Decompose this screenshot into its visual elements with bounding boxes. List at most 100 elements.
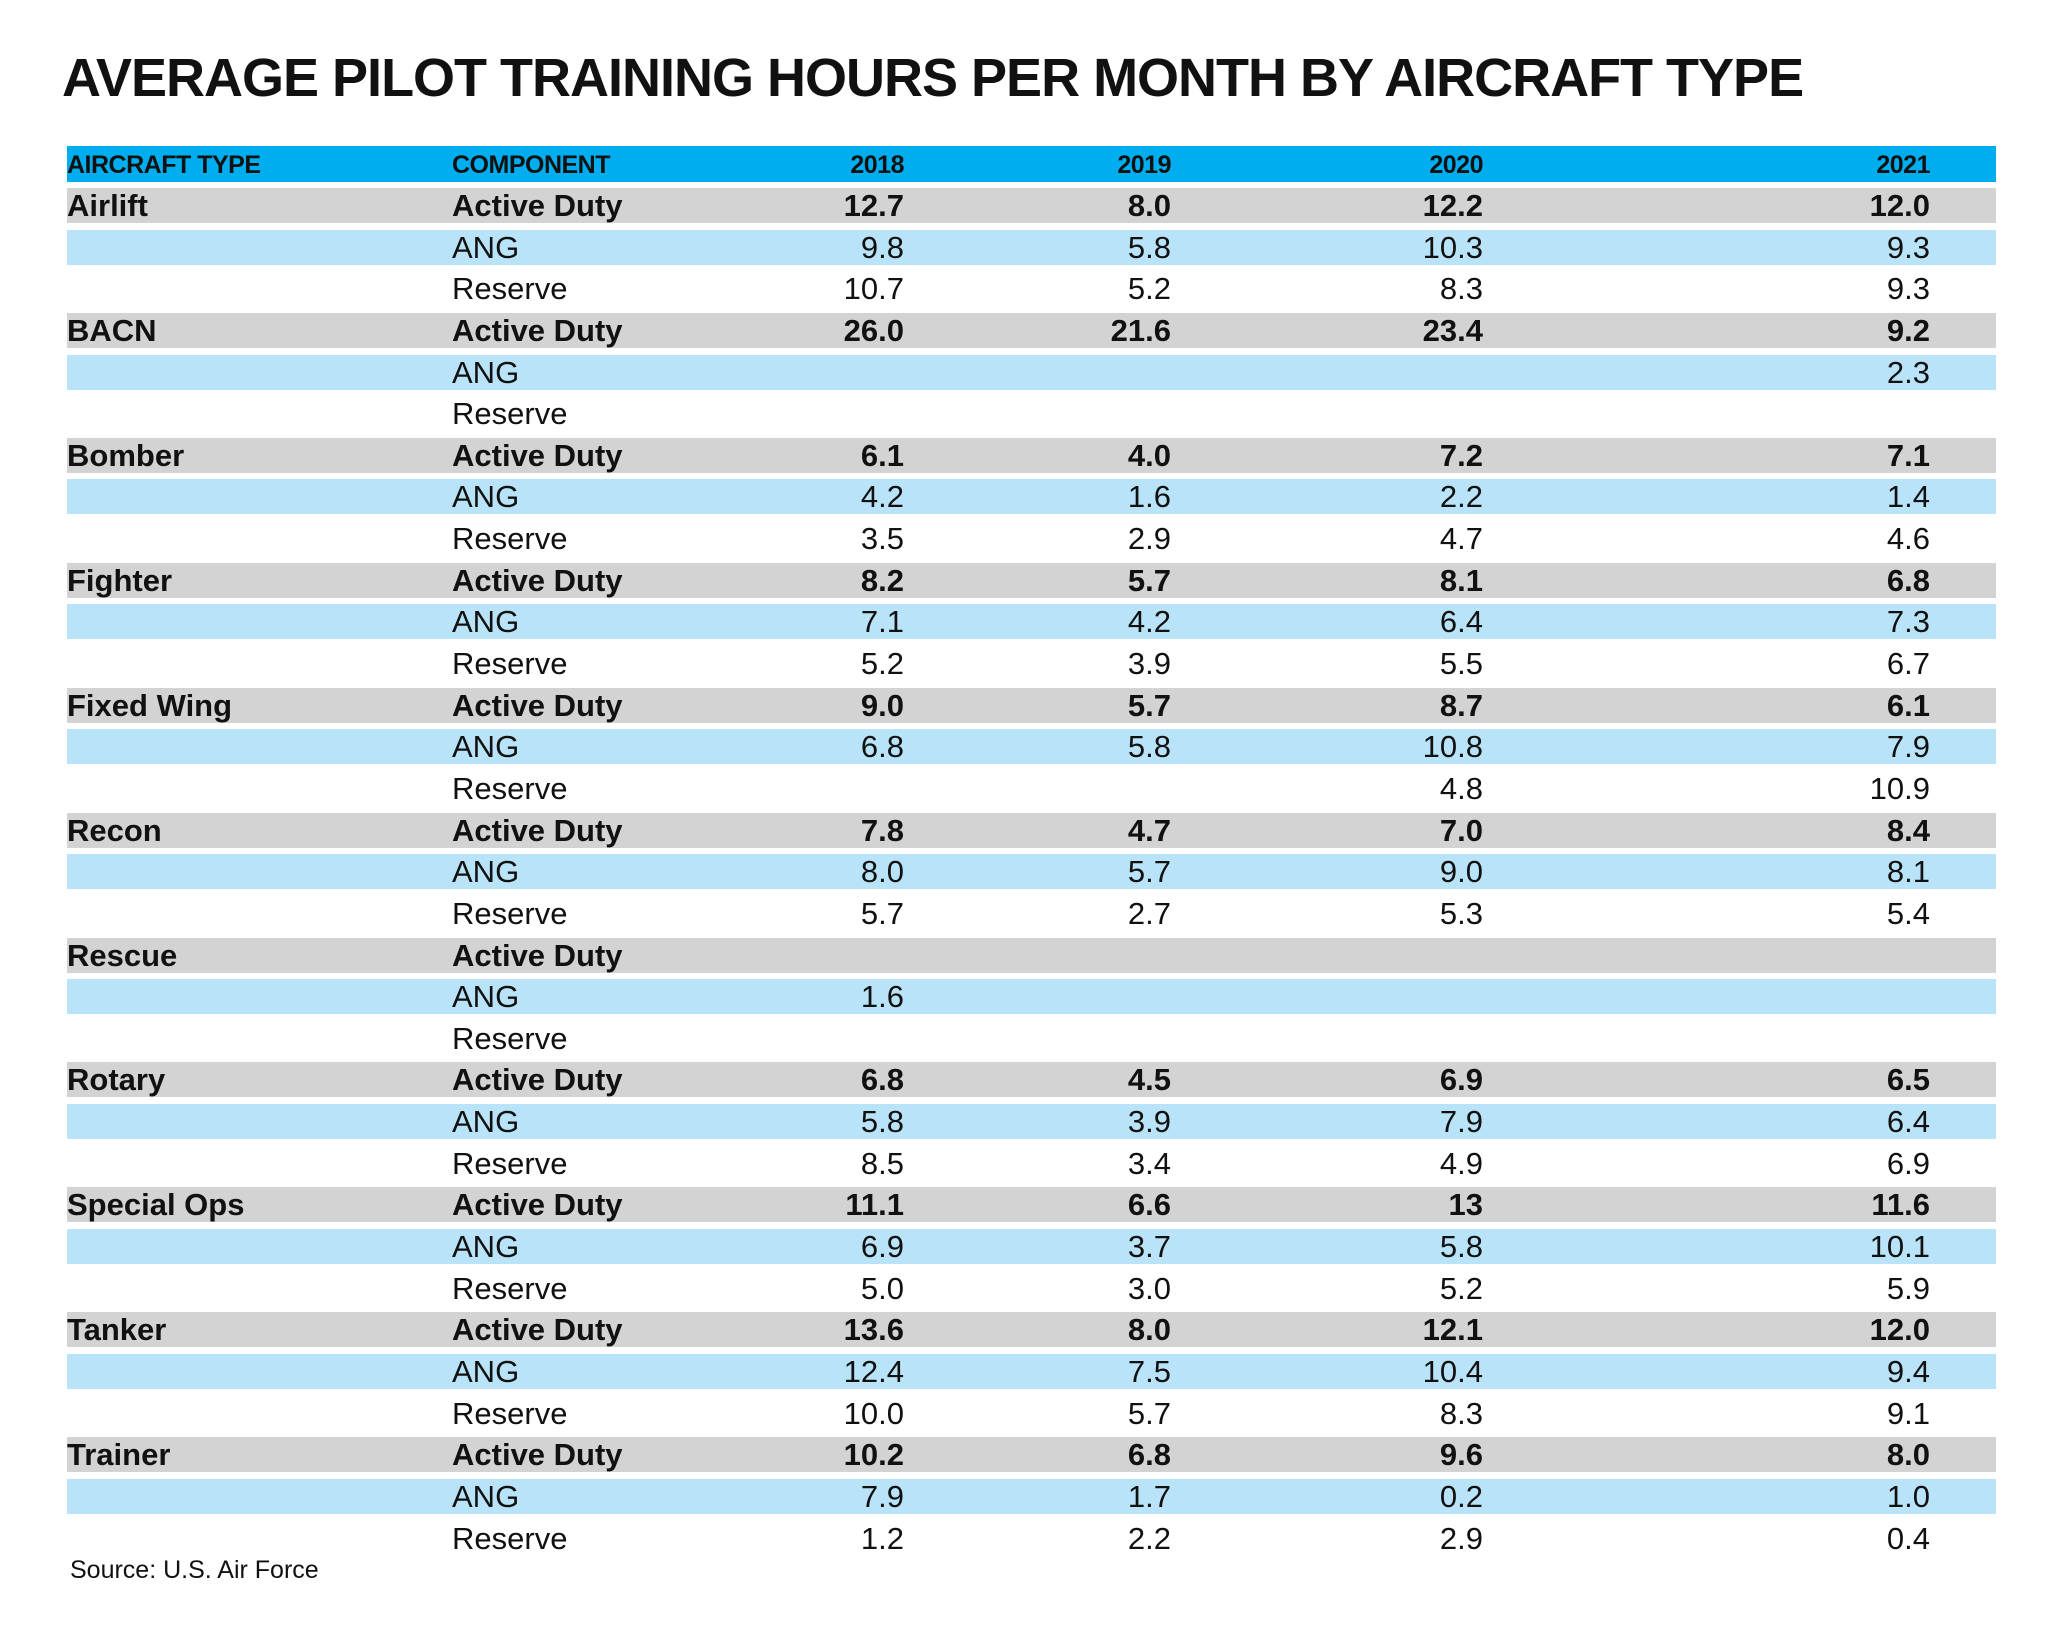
table-row: Recon Active Duty 7.8 4.7 7.0 8.4	[67, 812, 1996, 848]
value-2018-cell: 8.5	[860, 1145, 904, 1181]
component-cell: Reserve	[452, 1270, 568, 1306]
component-cell: ANG	[452, 1478, 520, 1514]
table-row: ANG 12.4 7.5 10.4 9.4	[67, 1353, 1996, 1389]
value-2019-cell: 5.8	[1127, 729, 1171, 765]
value-2018-cell: 26.0	[843, 312, 904, 348]
component-cell: Active Duty	[452, 1062, 623, 1098]
value-2018-cell: 13.6	[843, 1312, 904, 1348]
table-row: ANG 7.1 4.2 6.4 7.3	[67, 604, 1996, 640]
component-cell: ANG	[452, 229, 520, 265]
value-2021-cell: 9.2	[1886, 312, 1930, 348]
value-2019-cell: 6.8	[1127, 1437, 1171, 1473]
value-2018-cell: 5.2	[860, 646, 904, 682]
value-2020-cell: 6.9	[1439, 1062, 1483, 1098]
component-cell: ANG	[452, 1104, 520, 1140]
value-2018-cell: 10.7	[843, 271, 904, 307]
value-2021-cell: 4.6	[1886, 521, 1930, 557]
component-cell: ANG	[452, 1229, 520, 1265]
value-2020-cell: 4.9	[1439, 1145, 1483, 1181]
value-2021-cell: 12.0	[1869, 188, 1930, 223]
aircraft-type-cell: Fighter	[67, 562, 173, 598]
value-2018-cell: 4.2	[860, 479, 904, 515]
value-2019-cell: 4.2	[1127, 604, 1171, 640]
value-2021-cell: 6.1	[1886, 687, 1930, 723]
value-2019-cell: 2.2	[1127, 1520, 1171, 1556]
value-2018-cell	[704, 1021, 904, 1056]
value-2021-cell: 10.1	[1869, 1229, 1930, 1265]
value-2020-cell: 7.9	[1439, 1104, 1483, 1140]
aircraft-type-cell: Bomber	[67, 437, 185, 473]
component-cell: Active Duty	[452, 1312, 623, 1348]
value-2021-cell: 1.4	[1886, 479, 1930, 515]
value-2019-cell: 5.7	[1127, 562, 1171, 598]
value-2020-cell: 6.4	[1439, 604, 1483, 640]
value-2021-cell: 5.4	[1886, 895, 1930, 931]
value-2021-cell: 9.4	[1886, 1353, 1930, 1389]
value-2019-cell	[971, 938, 1171, 973]
value-2021-cell: 7.9	[1886, 729, 1930, 765]
table-row: ANG 1.6	[67, 979, 1996, 1015]
aircraft-type-cell: Tanker	[67, 1312, 167, 1348]
value-2020-cell: 10.3	[1422, 229, 1483, 265]
table-row: Reserve 5.0 3.0 5.2 5.9	[67, 1270, 1996, 1306]
component-cell: Active Duty	[452, 812, 623, 848]
value-2019-cell: 3.9	[1127, 646, 1171, 682]
value-2021-cell: 9.3	[1886, 229, 1930, 265]
value-2019-cell: 5.7	[1127, 1395, 1171, 1431]
component-cell: Active Duty	[452, 937, 623, 973]
component-cell: Reserve	[452, 770, 568, 806]
value-2021-cell: 5.9	[1886, 1270, 1930, 1306]
value-2020-cell	[1283, 396, 1483, 431]
value-2019-cell: 2.7	[1127, 895, 1171, 931]
value-2018-cell: 6.1	[860, 437, 904, 473]
value-2018-cell: 12.7	[843, 188, 904, 223]
header-aircraft-type: AIRCRAFT TYPE	[67, 151, 261, 179]
value-2020-cell: 5.3	[1439, 895, 1483, 931]
value-2021-cell: 6.4	[1886, 1104, 1930, 1140]
value-2020-cell: 0.2	[1439, 1478, 1483, 1514]
value-2021-cell: 9.1	[1886, 1395, 1930, 1431]
source-note: Source: U.S. Air Force	[70, 1556, 319, 1584]
value-2018-cell: 10.0	[843, 1395, 904, 1431]
value-2019-cell: 5.8	[1127, 229, 1171, 265]
value-2018-cell: 7.1	[860, 604, 904, 640]
table-row: Reserve 5.7 2.7 5.3 5.4	[67, 895, 1996, 931]
table-row: Bomber Active Duty 6.1 4.0 7.2 7.1	[67, 437, 1996, 473]
value-2019-cell: 5.7	[1127, 854, 1171, 890]
aircraft-type-cell: Trainer	[67, 1437, 171, 1473]
table-row: Rotary Active Duty 6.8 4.5 6.9 6.5	[67, 1062, 1996, 1098]
table-row: ANG 4.2 1.6 2.2 1.4	[67, 479, 1996, 515]
value-2019-cell: 5.2	[1127, 271, 1171, 307]
value-2020-cell: 10.8	[1422, 729, 1483, 765]
header-2021: 2021	[1876, 151, 1930, 179]
value-2019-cell	[971, 979, 1171, 1014]
value-2018-cell	[704, 355, 904, 390]
component-cell: Active Duty	[452, 437, 623, 473]
value-2019-cell: 8.0	[1127, 188, 1171, 223]
component-cell: Reserve	[452, 521, 568, 557]
component-cell: Reserve	[452, 895, 568, 931]
component-cell: ANG	[452, 1353, 520, 1389]
value-2018-cell: 5.0	[860, 1270, 904, 1306]
value-2018-cell	[704, 938, 904, 973]
component-cell: Reserve	[452, 271, 568, 307]
value-2019-cell	[971, 355, 1171, 390]
component-cell: Active Duty	[452, 687, 623, 723]
table-row: Reserve	[67, 1020, 1996, 1056]
aircraft-type-cell: Rotary	[67, 1062, 166, 1098]
component-cell: ANG	[452, 604, 520, 640]
value-2020-cell: 5.8	[1439, 1229, 1483, 1265]
component-cell: ANG	[452, 729, 520, 765]
value-2021-cell: 6.7	[1886, 646, 1930, 682]
value-2018-cell	[704, 396, 904, 431]
table-row: ANG 9.8 5.8 10.3 9.3	[67, 229, 1996, 265]
aircraft-type-cell: Special Ops	[67, 1187, 245, 1223]
value-2018-cell: 11.1	[845, 1187, 904, 1223]
value-2019-cell: 3.0	[1127, 1270, 1171, 1306]
aircraft-type-cell: Fixed Wing	[67, 687, 233, 723]
value-2018-cell: 1.2	[860, 1520, 904, 1556]
table-row: Reserve 10.7 5.2 8.3 9.3	[67, 271, 1996, 307]
table-row: Reserve 3.5 2.9 4.7 4.6	[67, 521, 1996, 557]
chart-title: AVERAGE PILOT TRAINING HOURS PER MONTH B…	[62, 48, 1804, 108]
table-body: Airlift Active Duty 12.7 8.0 12.2 12.0 ANG 9.8 5…	[67, 188, 1996, 1556]
